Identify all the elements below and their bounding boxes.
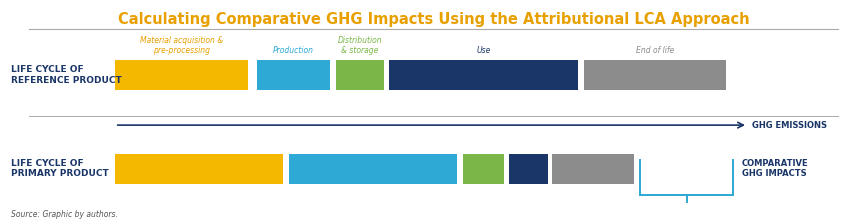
Text: Calculating Comparative GHG Impacts Using the Attributional LCA Approach: Calculating Comparative GHG Impacts Usin… [118, 11, 749, 26]
Text: GHG EMISSIONS: GHG EMISSIONS [753, 121, 827, 130]
FancyBboxPatch shape [257, 60, 330, 90]
FancyBboxPatch shape [114, 153, 283, 184]
Text: End of life: End of life [636, 46, 675, 55]
Text: LIFE CYCLE OF
REFERENCE PRODUCT: LIFE CYCLE OF REFERENCE PRODUCT [11, 65, 122, 85]
FancyBboxPatch shape [509, 153, 548, 184]
FancyBboxPatch shape [463, 153, 504, 184]
FancyBboxPatch shape [552, 153, 635, 184]
FancyBboxPatch shape [388, 60, 578, 90]
FancyBboxPatch shape [336, 60, 383, 90]
FancyBboxPatch shape [584, 60, 727, 90]
Text: LIFE CYCLE OF
PRIMARY PRODUCT: LIFE CYCLE OF PRIMARY PRODUCT [11, 159, 109, 179]
FancyBboxPatch shape [289, 153, 457, 184]
Text: Production: Production [273, 46, 314, 55]
Text: Use: Use [476, 46, 491, 55]
Text: Source: Graphic by authors.: Source: Graphic by authors. [11, 210, 118, 219]
Text: Distribution
& storage: Distribution & storage [337, 36, 382, 55]
FancyBboxPatch shape [114, 60, 248, 90]
Text: Material acquisition &
pre-processing: Material acquisition & pre-processing [140, 36, 223, 55]
Text: COMPARATIVE
GHG IMPACTS: COMPARATIVE GHG IMPACTS [742, 159, 809, 179]
